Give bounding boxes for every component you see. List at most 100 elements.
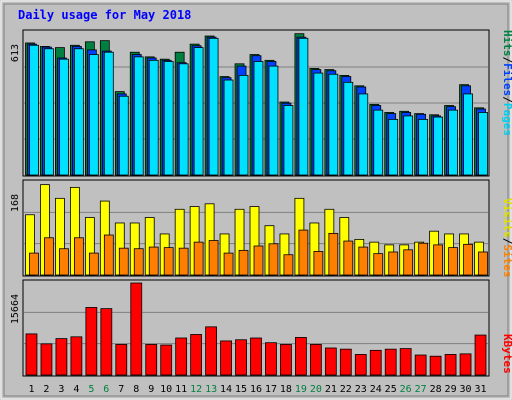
x-tick-label: 17 xyxy=(265,384,277,395)
bar-pages xyxy=(283,105,294,176)
x-tick-label: 20 xyxy=(310,384,322,395)
frame-border-dark xyxy=(3,3,509,397)
legend-sep: / xyxy=(501,57,512,64)
bar-pages xyxy=(103,51,114,176)
x-tick-label: 8 xyxy=(133,384,139,395)
bars-layer xyxy=(25,33,488,376)
middle-max-label: 168 xyxy=(10,194,21,212)
x-tick-label: 24 xyxy=(370,384,382,395)
bar-sites xyxy=(418,242,429,276)
legend-sep: / xyxy=(501,238,512,245)
x-tick-label: 13 xyxy=(205,384,217,395)
bar-kbytes xyxy=(295,337,307,376)
bar-sites xyxy=(433,244,443,276)
x-tick-label: 2 xyxy=(43,384,49,395)
bar-pages xyxy=(88,54,99,176)
bar-kbytes xyxy=(324,347,337,376)
middle-legend: Visits/Sites xyxy=(501,198,512,278)
bar-kbytes xyxy=(459,353,472,376)
bar-sites xyxy=(148,246,159,276)
x-tick-label: 16 xyxy=(250,384,262,395)
bar-sites xyxy=(44,237,54,276)
x-tick-label: 10 xyxy=(160,384,172,395)
bar-sites xyxy=(463,243,473,276)
x-tick-label: 22 xyxy=(340,384,352,395)
top-max-label: 613 xyxy=(10,44,21,62)
bar-sites xyxy=(133,248,144,276)
bar-kbytes xyxy=(265,342,277,376)
legend-pages: Pages xyxy=(501,103,512,136)
bar-sites xyxy=(178,247,189,276)
bar-kbytes xyxy=(444,354,457,376)
bar-pages xyxy=(238,74,249,176)
bar-kbytes xyxy=(414,354,427,376)
bar-sites xyxy=(208,240,219,276)
bar-pages xyxy=(448,109,458,176)
bar-pages xyxy=(298,37,309,176)
bottom-max-label: 15664 xyxy=(10,294,21,324)
bar-kbytes xyxy=(160,344,173,376)
bar-sites xyxy=(74,237,84,276)
x-tick-label: 18 xyxy=(280,384,292,395)
bar-pages xyxy=(208,37,219,176)
bar-sites xyxy=(343,240,354,276)
x-tick-label: 25 xyxy=(385,384,397,395)
bar-kbytes xyxy=(220,340,232,376)
top-legend: Hits/Files/Pages xyxy=(501,30,512,136)
bar-sites xyxy=(29,252,39,276)
x-tick-label: 29 xyxy=(445,384,457,395)
bar-pages xyxy=(29,44,39,176)
x-tick-label: 7 xyxy=(118,384,124,395)
x-tick-label: 11 xyxy=(175,384,187,395)
x-tick-label: 15 xyxy=(235,384,247,395)
bar-sites xyxy=(283,254,294,276)
bar-kbytes xyxy=(474,334,487,376)
x-tick-label: 19 xyxy=(295,384,307,395)
bar-sites xyxy=(223,252,234,276)
legend-files: Files xyxy=(501,63,512,96)
bar-pages xyxy=(478,112,488,176)
bar-pages xyxy=(388,119,399,176)
bar-kbytes xyxy=(429,355,442,376)
bar-sites xyxy=(448,247,458,276)
legend-hits: Hits xyxy=(501,30,512,57)
x-tick-label: 23 xyxy=(355,384,367,395)
bar-sites xyxy=(388,251,399,276)
bar-pages xyxy=(373,109,384,176)
bar-sites xyxy=(193,241,204,276)
bar-pages xyxy=(403,115,414,176)
legend-sep: / xyxy=(501,96,512,103)
x-tick-label: 26 xyxy=(400,384,412,395)
bar-kbytes xyxy=(190,334,203,376)
bar-sites xyxy=(358,246,369,276)
bar-kbytes xyxy=(369,349,382,376)
bar-kbytes xyxy=(339,348,352,376)
bar-pages xyxy=(193,47,204,176)
bar-sites xyxy=(238,249,249,276)
bar-kbytes xyxy=(115,344,128,376)
bar-sites xyxy=(253,245,264,276)
bar-sites xyxy=(88,252,99,276)
bar-pages xyxy=(118,95,129,176)
bar-pages xyxy=(148,59,159,176)
bar-pages xyxy=(223,79,234,176)
bar-sites xyxy=(478,251,488,276)
bar-pages xyxy=(133,56,144,176)
x-tick-label: 9 xyxy=(148,384,154,395)
bar-kbytes xyxy=(280,344,292,376)
x-axis-labels: 1 2 3 4 5 6 7 8 9 10 11 12 13 14 15 16 17 18 19 20 21 22 23 24 2… xyxy=(28,384,486,395)
bar-sites xyxy=(403,249,414,276)
bar-pages xyxy=(433,116,443,176)
bar-pages xyxy=(178,63,189,176)
bar-sites xyxy=(268,243,279,276)
bar-pages xyxy=(59,58,69,176)
bar-kbytes xyxy=(235,339,247,376)
x-tick-label: 14 xyxy=(220,384,232,395)
bar-sites xyxy=(313,251,324,276)
bar-pages xyxy=(44,48,54,176)
x-tick-label: 3 xyxy=(58,384,64,395)
x-tick-label: 5 xyxy=(88,384,94,395)
x-tick-label: 27 xyxy=(415,384,427,395)
